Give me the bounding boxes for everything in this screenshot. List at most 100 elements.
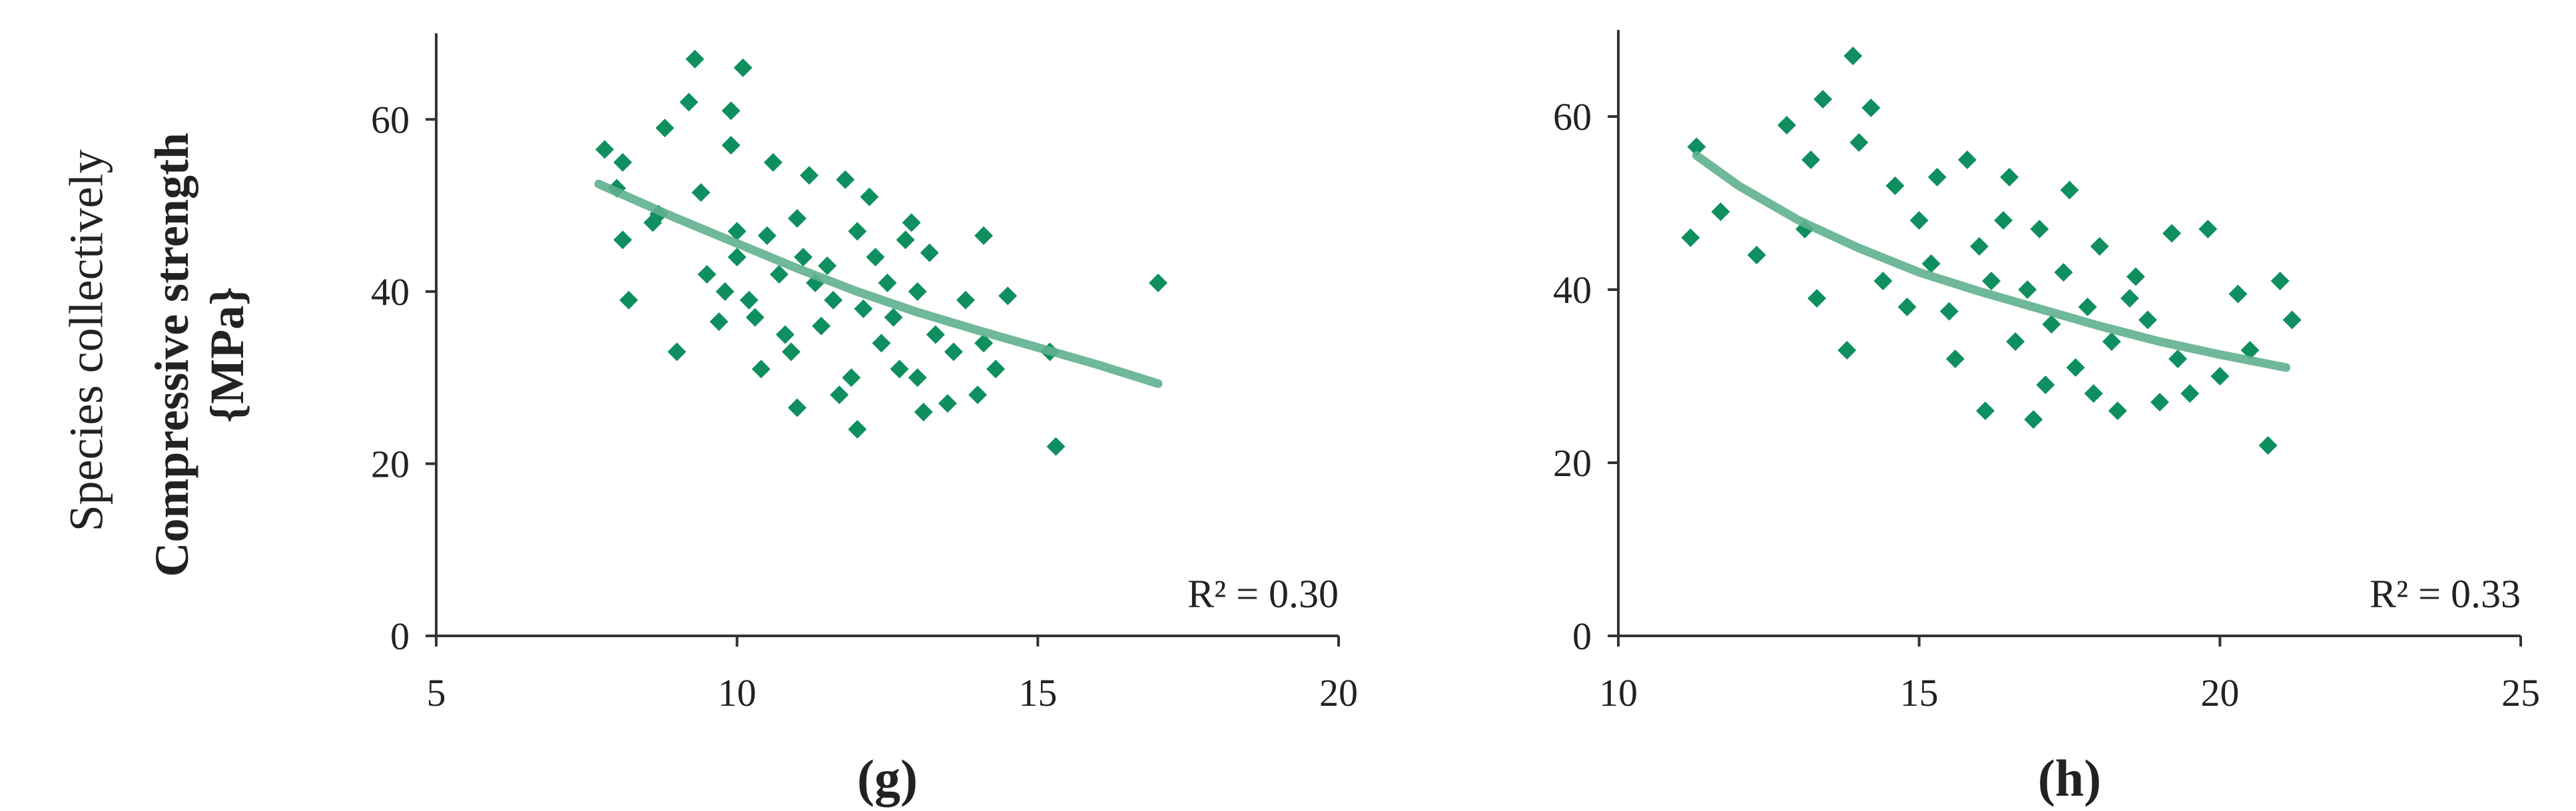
data-point xyxy=(830,386,849,404)
data-point xyxy=(733,58,753,77)
data-point xyxy=(709,312,729,332)
r-squared-label: R² = 0.30 xyxy=(1187,572,1339,616)
data-point xyxy=(1873,272,1893,290)
data-point xyxy=(685,49,705,69)
data-point xyxy=(890,360,909,379)
data-point xyxy=(1747,246,1766,264)
data-point xyxy=(739,290,759,310)
data-point xyxy=(721,101,741,121)
panel-h: 0 20 40 60 10 15 20 25 R² = 0.33 (h) xyxy=(1553,30,2540,807)
data-point xyxy=(914,402,933,421)
data-point xyxy=(2270,272,2290,290)
data-point xyxy=(1837,341,1857,360)
data-point xyxy=(595,140,614,159)
y-tick-label: 60 xyxy=(371,98,410,141)
data-point xyxy=(775,325,795,344)
x-tick-label: 15 xyxy=(1900,671,1939,714)
data-point xyxy=(938,394,957,413)
data-point xyxy=(1843,47,1863,65)
data-point xyxy=(854,299,873,318)
panel-label: (h) xyxy=(2038,749,2101,807)
data-point xyxy=(1801,150,1821,169)
data-point xyxy=(1885,176,1905,195)
data-point xyxy=(1897,298,1917,316)
data-point xyxy=(788,398,806,417)
data-point xyxy=(2066,358,2085,377)
data-point xyxy=(1807,289,1827,308)
data-point xyxy=(2084,384,2103,403)
data-point xyxy=(902,213,921,232)
data-point xyxy=(2024,410,2043,429)
data-point xyxy=(745,308,765,327)
data-point xyxy=(1982,272,2001,290)
data-point xyxy=(944,342,963,362)
y-tick-label: 0 xyxy=(390,615,410,658)
trend-curve xyxy=(1692,151,2291,372)
x-tick-label: 10 xyxy=(1599,671,1638,714)
data-point xyxy=(2126,267,2145,286)
data-point xyxy=(721,136,741,155)
data-point xyxy=(998,286,1018,306)
data-point xyxy=(884,308,903,327)
data-point xyxy=(715,282,735,301)
data-point xyxy=(2054,263,2073,282)
data-point xyxy=(2198,220,2218,238)
data-point xyxy=(2000,168,2019,186)
y-tick-label: 40 xyxy=(1553,268,1592,312)
data-point xyxy=(2036,376,2055,394)
data-point xyxy=(2108,402,2127,420)
data-point xyxy=(1970,237,1989,256)
data-point xyxy=(956,290,975,310)
data-point xyxy=(655,119,675,138)
data-point xyxy=(812,316,831,336)
data-point xyxy=(1687,137,1706,156)
data-point xyxy=(1909,211,1929,230)
x-tick-label: 5 xyxy=(427,671,446,714)
data-point xyxy=(1681,228,1700,247)
data-point xyxy=(1149,273,1167,292)
data-point xyxy=(697,265,717,284)
data-point xyxy=(788,208,806,228)
data-point xyxy=(974,226,994,245)
x-tick-label: 20 xyxy=(1319,671,1358,714)
data-point xyxy=(1849,133,1869,152)
data-point xyxy=(968,386,987,404)
data-point xyxy=(1921,254,1941,273)
data-point xyxy=(824,290,843,310)
data-point xyxy=(1939,302,1959,321)
data-point xyxy=(613,230,633,250)
data-point xyxy=(908,368,927,388)
y-tick-label: 20 xyxy=(1553,441,1592,485)
data-point xyxy=(757,226,777,245)
data-point xyxy=(1046,437,1066,456)
x-tick-label: 15 xyxy=(1018,671,1057,714)
data-point xyxy=(908,282,927,301)
data-point xyxy=(848,419,867,439)
data-point xyxy=(2006,332,2025,351)
data-point xyxy=(2162,224,2182,243)
data-point xyxy=(2078,298,2097,316)
x-tick-label: 20 xyxy=(2200,671,2239,714)
data-point xyxy=(896,230,915,250)
data-point xyxy=(860,187,879,206)
data-point xyxy=(2018,280,2037,299)
data-point xyxy=(974,334,994,353)
trend-curve xyxy=(594,179,1163,388)
data-point xyxy=(1927,168,1947,186)
y-tick-label: 40 xyxy=(371,270,410,314)
data-point xyxy=(727,222,747,241)
data-point xyxy=(2120,289,2139,308)
data-point xyxy=(866,248,885,267)
x-tick-label: 25 xyxy=(2501,671,2540,714)
data-point xyxy=(2102,332,2121,351)
data-point xyxy=(794,248,813,267)
data-point xyxy=(691,183,711,202)
data-point xyxy=(751,360,771,379)
data-point xyxy=(1711,202,1730,221)
data-point xyxy=(2168,350,2188,368)
data-point xyxy=(763,152,783,172)
data-point xyxy=(1813,90,1833,109)
data-point xyxy=(769,265,789,284)
x-tick-label: 10 xyxy=(718,671,757,714)
data-point xyxy=(1945,350,1965,368)
